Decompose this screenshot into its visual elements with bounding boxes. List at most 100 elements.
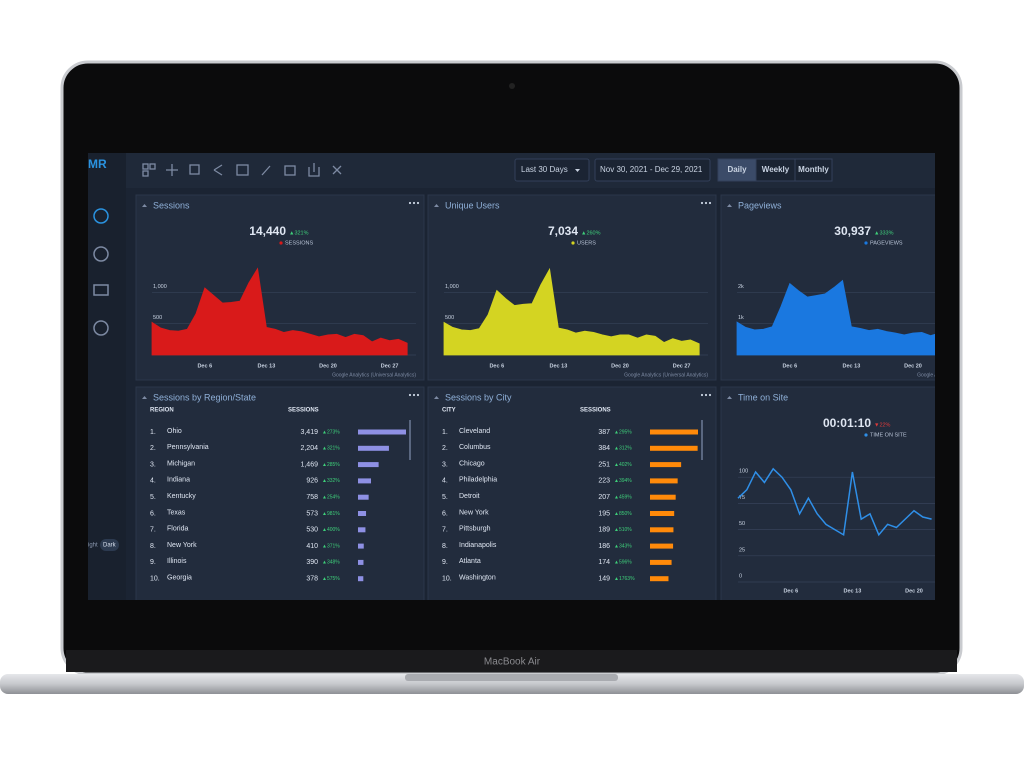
metric-total: 30,937	[834, 224, 871, 238]
y-tick-label: 25	[739, 547, 745, 553]
row-sessions: 758	[306, 494, 318, 501]
row-change: ▲321%	[322, 446, 340, 452]
row-rank: 4.	[150, 478, 156, 485]
row-change: ▲343%	[614, 543, 632, 549]
date-picker[interactable]	[594, 158, 711, 182]
row-rank: 10.	[150, 576, 160, 583]
y-tick-label: 0	[739, 573, 742, 579]
icon-grid[interactable]	[142, 170, 149, 177]
row-name: Detroit	[459, 493, 480, 500]
menu-dot[interactable]	[700, 393, 704, 397]
icon-export[interactable]	[308, 163, 320, 177]
menu-dot[interactable]	[994, 202, 996, 204]
x-tick-label: Dec 13	[844, 588, 862, 594]
row-rank: 2.	[442, 445, 448, 452]
scrollbar	[409, 420, 411, 460]
y-tick-label: 100	[739, 469, 748, 475]
data-line	[737, 467, 932, 537]
row-sessions: 207	[598, 494, 610, 501]
session-bar	[650, 559, 672, 565]
row-sessions: 926	[306, 478, 318, 485]
menu-dot[interactable]	[998, 394, 1000, 396]
menu-dot[interactable]	[994, 394, 996, 396]
icon-close[interactable]	[332, 165, 342, 175]
row-name: Indiana	[167, 477, 190, 484]
row-sessions: 530	[306, 527, 318, 534]
row-rank: 9.	[442, 559, 448, 566]
row-rank: 3.	[150, 461, 156, 468]
menu-dot[interactable]	[408, 393, 412, 397]
row-change: ▲371%	[322, 543, 340, 549]
menu-dot[interactable]	[416, 201, 420, 205]
row-change: ▲348%	[322, 560, 340, 566]
range-dropdown[interactable]	[514, 158, 590, 182]
menu-dot[interactable]	[1002, 202, 1004, 204]
menu-dot[interactable]	[700, 201, 704, 205]
icon-grid[interactable]	[149, 163, 156, 170]
logo: MR	[88, 157, 107, 171]
icon-add[interactable]	[166, 164, 178, 176]
icon-image[interactable]	[236, 164, 249, 176]
metric-change: ▲333%	[874, 230, 894, 236]
menu-dot[interactable]	[1002, 394, 1004, 396]
session-bar	[358, 543, 364, 549]
nav-settings[interactable]	[93, 246, 109, 262]
nav-dashboard[interactable]	[93, 208, 109, 224]
scrollbar	[701, 420, 703, 460]
menu-dot[interactable]	[708, 201, 712, 205]
menu-dot[interactable]	[408, 201, 412, 205]
icon-edit[interactable]	[261, 165, 271, 176]
menu-dot[interactable]	[412, 201, 416, 205]
column-header: SESSIONS	[288, 408, 319, 414]
source-label: Google Analytics (Universal Analytics)	[332, 372, 416, 378]
date-range: Nov 30, 2021 - Dec 29, 2021	[600, 165, 703, 174]
menu-dot[interactable]	[704, 201, 708, 205]
icon-share[interactable]	[213, 164, 223, 176]
row-name: Columbus	[459, 444, 491, 451]
theme-dark-pill[interactable]	[100, 539, 119, 551]
session-bar	[650, 511, 675, 516]
menu-dot[interactable]	[998, 202, 1000, 204]
period-label: Daily	[727, 165, 747, 174]
x-tick-label: Dec 27	[966, 363, 984, 369]
legend-label: PAGEVIEWS	[870, 240, 903, 246]
nav-logout[interactable]	[93, 320, 109, 336]
row-sessions: 189	[598, 527, 610, 534]
menu-dot[interactable]	[708, 393, 712, 397]
menu-dot[interactable]	[416, 393, 420, 397]
session-bar	[650, 445, 698, 451]
row-name: Indianapolis	[459, 542, 497, 549]
data-area	[151, 267, 408, 356]
session-bar	[358, 462, 379, 468]
session-bar	[358, 511, 367, 516]
icon-copy[interactable]	[189, 164, 200, 175]
x-tick-label: Dec 6	[783, 588, 798, 594]
row-name: New York	[459, 509, 489, 516]
period-button[interactable]	[794, 158, 833, 182]
menu-dot[interactable]	[412, 393, 416, 397]
menu-dot[interactable]	[704, 393, 708, 397]
nav-docs[interactable]	[93, 284, 109, 296]
session-bar	[650, 462, 682, 468]
icon-calendar[interactable]	[284, 165, 296, 176]
sidebar	[88, 153, 126, 600]
panel-title: Sessions by Region/State	[153, 392, 256, 402]
row-sessions: 384	[598, 445, 610, 452]
row-change: ▲510%	[614, 527, 632, 533]
theme-dark[interactable]: Dark	[103, 543, 117, 549]
session-bar	[650, 429, 698, 435]
metric-total: 7,034	[548, 224, 578, 238]
session-bar	[650, 527, 674, 533]
row-name: Michigan	[167, 460, 195, 467]
row-change: ▲596%	[614, 560, 632, 566]
session-bar	[358, 576, 364, 582]
icon-grid[interactable]	[142, 163, 149, 170]
row-sessions: 390	[306, 559, 318, 566]
x-tick-label: Dec 20	[905, 588, 923, 594]
collapse-caret	[142, 396, 147, 399]
theme-light[interactable]: ight	[88, 543, 98, 549]
row-change: ▲312%	[614, 446, 632, 452]
row-sessions: 174	[598, 559, 610, 566]
row-name: Philadelphia	[459, 477, 497, 484]
